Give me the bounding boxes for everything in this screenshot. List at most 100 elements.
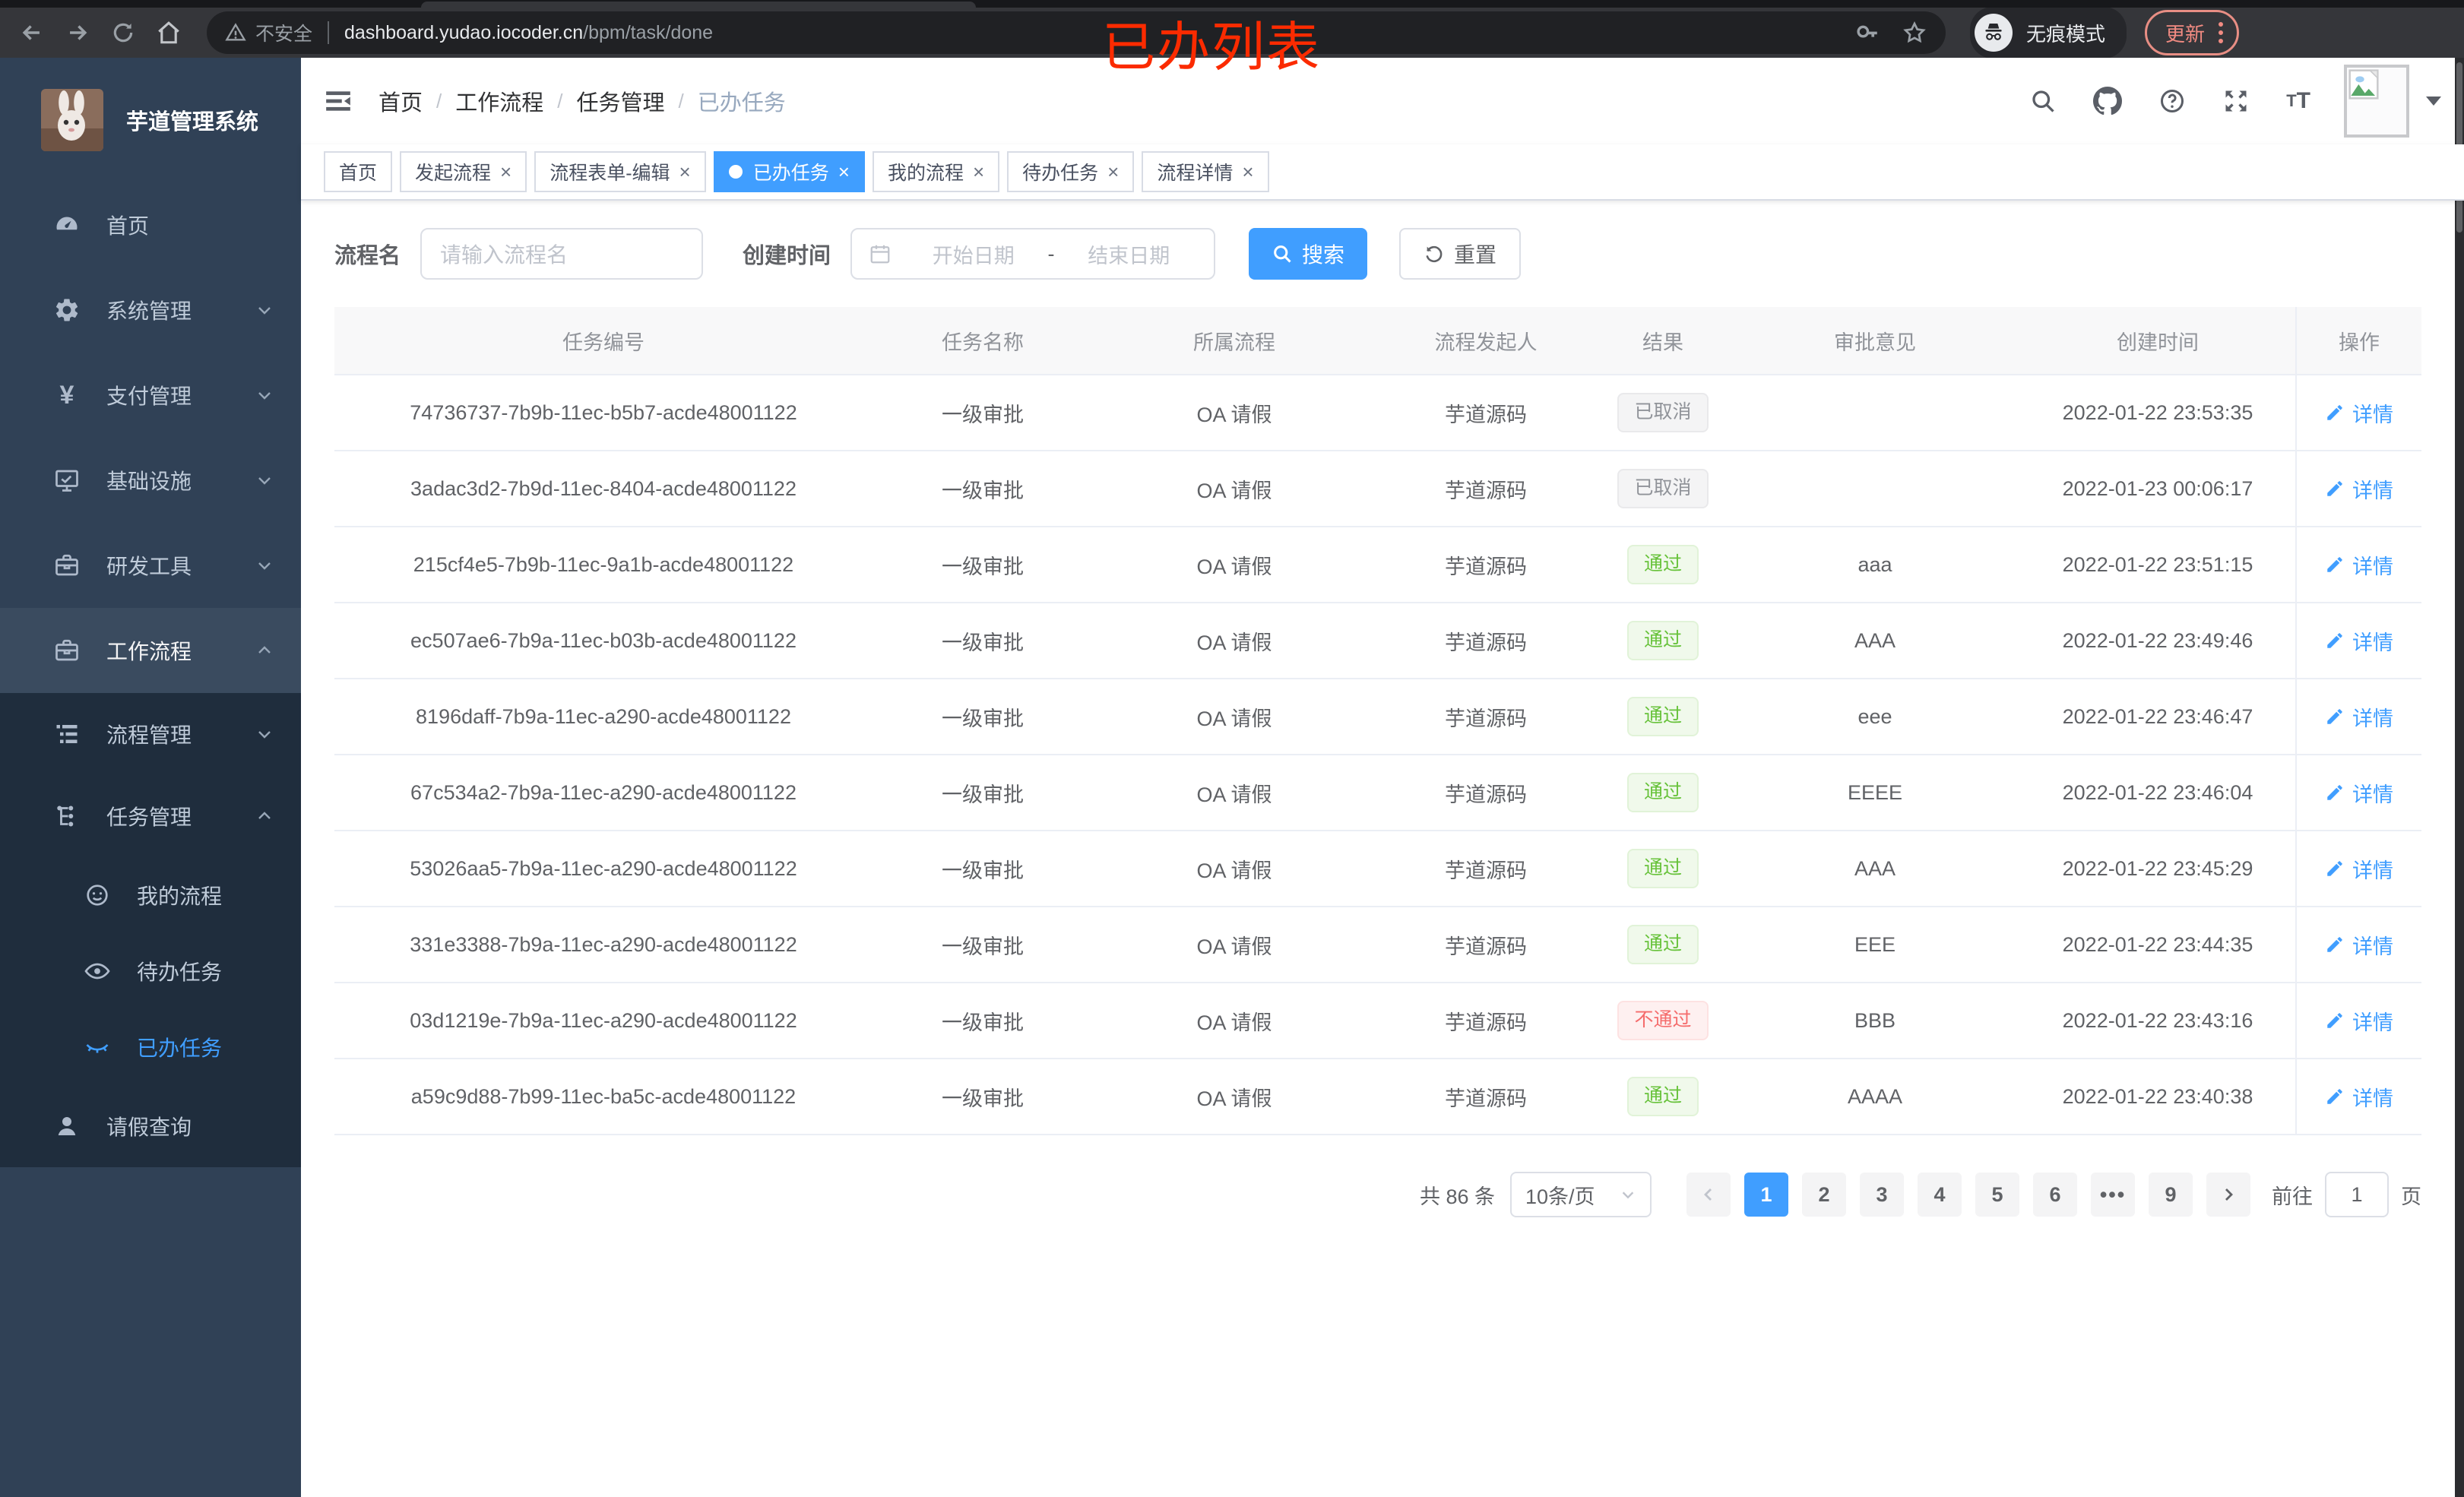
sidebar-item-system[interactable]: 系统管理 (0, 267, 301, 353)
page-button-9[interactable]: 9 (2149, 1173, 2193, 1217)
process-name-input[interactable]: 请输入流程名 (420, 228, 704, 280)
sidebar-item-task-mgmt[interactable]: 任务管理 (0, 775, 301, 857)
result-badge: 通过 (1626, 849, 1699, 888)
date-range-picker[interactable]: 开始日期 - 结束日期 (850, 228, 1216, 280)
page-button-3[interactable]: 3 (1860, 1173, 1904, 1217)
next-page-button[interactable] (2206, 1173, 2250, 1217)
list-icon (49, 720, 85, 748)
comment-cell: EEEE (1847, 780, 1903, 804)
page-button-5[interactable]: 5 (1975, 1173, 2019, 1217)
sidebar-item-my-process[interactable]: 我的流程 (0, 857, 301, 933)
tab-发起流程[interactable]: 发起流程 × (400, 151, 527, 192)
detail-link[interactable]: 详情 (2325, 550, 2393, 580)
detail-link-label: 详情 (2352, 935, 2393, 958)
detail-link-label: 详情 (2352, 859, 2393, 882)
goto-page-input[interactable]: 1 (2325, 1172, 2389, 1217)
fullscreen-icon[interactable] (2222, 87, 2250, 115)
tab-close-icon[interactable]: × (972, 160, 985, 183)
tab-close-icon[interactable]: × (1242, 160, 1254, 183)
detail-link[interactable]: 详情 (2325, 778, 2393, 808)
tab-已办任务[interactable]: 已办任务 × (713, 151, 865, 192)
detail-link[interactable]: 详情 (2325, 626, 2393, 656)
sidebar-item-devtools[interactable]: 研发工具 (0, 523, 301, 608)
breadcrumb-task-mgmt[interactable]: 任务管理 (576, 91, 665, 116)
browser-tab[interactable] (421, 2, 976, 8)
page-size-select[interactable]: 10条/页 (1510, 1172, 1652, 1217)
start-date-placeholder[interactable]: 开始日期 (932, 244, 1015, 267)
sidebar-item-process-mgmt[interactable]: 流程管理 (0, 693, 301, 775)
sidebar-item-label: 支付管理 (106, 385, 192, 408)
key-icon[interactable] (1854, 20, 1880, 46)
result-badge: 通过 (1626, 925, 1699, 964)
tab-我的流程[interactable]: 我的流程 × (872, 151, 1000, 192)
url-host[interactable]: dashboard.yudao.iocoder.cn (344, 21, 584, 43)
sidebar-item-todo-tasks[interactable]: 待办任务 (0, 933, 301, 1009)
forward-icon[interactable] (58, 13, 97, 52)
sidebar-item-home[interactable]: 首页 (0, 182, 301, 267)
sidebar-item-payment[interactable]: ¥ 支付管理 (0, 353, 301, 438)
breadcrumb-workflow[interactable]: 工作流程 (455, 91, 544, 116)
sidebar-item-label: 请假查询 (106, 1116, 192, 1139)
page-button-2[interactable]: 2 (1802, 1173, 1846, 1217)
comment-cell: eee (1858, 704, 1892, 728)
sidebar-item-label: 我的流程 (137, 885, 223, 908)
gear-icon (49, 296, 85, 324)
github-icon[interactable] (2093, 87, 2123, 116)
tab-流程详情[interactable]: 流程详情 × (1142, 151, 1269, 192)
tab-close-icon[interactable]: × (500, 160, 512, 183)
page-content: 流程名 请输入流程名 创建时间 开始日期 - 结束日期 (301, 201, 2464, 1497)
reload-icon[interactable] (103, 13, 143, 52)
page-button-4[interactable]: 4 (1918, 1173, 1962, 1217)
tab-close-icon[interactable]: × (679, 160, 691, 183)
star-icon[interactable] (1902, 20, 1927, 46)
back-icon[interactable] (12, 13, 52, 52)
sidebar-item-infrastructure[interactable]: 基础设施 (0, 438, 301, 523)
sidebar-item-leave-query[interactable]: 请假查询 (0, 1085, 301, 1167)
page-button-6[interactable]: 6 (2033, 1173, 2077, 1217)
detail-link[interactable]: 详情 (2325, 930, 2393, 960)
sidebar-logo-row[interactable]: 芋道管理系统 (0, 58, 301, 182)
detail-link[interactable]: 详情 (2325, 1082, 2393, 1112)
home-icon[interactable] (149, 13, 188, 52)
detail-link[interactable]: 详情 (2325, 1006, 2393, 1036)
toolbox-icon (49, 637, 85, 664)
detail-link[interactable]: 详情 (2325, 474, 2393, 504)
pagination: 共 86 条 10条/页 1 2 3 4 5 6 ••• 9 (334, 1172, 2421, 1217)
security-warning[interactable]: 不安全 (255, 24, 313, 45)
create-time-label: 创建时间 (743, 244, 831, 268)
help-icon[interactable] (2158, 87, 2186, 115)
detail-link[interactable]: 详情 (2325, 702, 2393, 732)
detail-link[interactable]: 详情 (2325, 398, 2393, 428)
caret-down-icon[interactable] (2426, 97, 2441, 106)
reset-button[interactable]: 重置 (1399, 228, 1522, 280)
pager-more-button[interactable]: ••• (2091, 1173, 2135, 1217)
scrollbar[interactable] (2455, 58, 2464, 1497)
search-icon[interactable] (2029, 87, 2057, 115)
process-cell: OA 请假 (1196, 479, 1272, 502)
table-row: 67c534a2-7b9a-11ec-a290-acde48001122 一级审批… (334, 755, 2421, 831)
more-dots-icon[interactable] (2219, 22, 2224, 43)
sidebar-collapse-icon[interactable] (324, 87, 353, 116)
search-button[interactable]: 搜索 (1249, 228, 1368, 280)
breadcrumb-home[interactable]: 首页 (378, 91, 423, 116)
avatar[interactable] (2344, 65, 2409, 138)
tab-待办任务[interactable]: 待办任务 × (1007, 151, 1135, 192)
end-date-placeholder[interactable]: 结束日期 (1088, 244, 1170, 267)
detail-link[interactable]: 详情 (2325, 854, 2393, 884)
update-button[interactable]: 更新 (2145, 10, 2240, 55)
address-bar[interactable]: 不安全 dashboard.yudao.iocoder.cn/bpm/task/… (207, 11, 1946, 54)
tab-流程表单-编辑[interactable]: 流程表单-编辑 × (534, 151, 706, 192)
sidebar-item-label: 系统管理 (106, 299, 192, 323)
action-cell: 详情 (2295, 375, 2421, 450)
comment-cell: AAA (1854, 856, 1896, 880)
page-button-1[interactable]: 1 (1744, 1173, 1788, 1217)
tab-close-icon[interactable]: × (838, 160, 850, 183)
sidebar-item-workflow[interactable]: 工作流程 (0, 608, 301, 693)
sidebar-item-done-tasks[interactable]: 已办任务 (0, 1009, 301, 1085)
task-id-cell: 3adac3d2-7b9d-11ec-8404-acde48001122 (410, 476, 797, 500)
tab-close-icon[interactable]: × (1107, 160, 1120, 183)
tab-首页[interactable]: 首页 (324, 151, 393, 192)
task-id-cell: 8196daff-7b9a-11ec-a290-acde48001122 (416, 704, 791, 728)
prev-page-button[interactable] (1686, 1173, 1731, 1217)
